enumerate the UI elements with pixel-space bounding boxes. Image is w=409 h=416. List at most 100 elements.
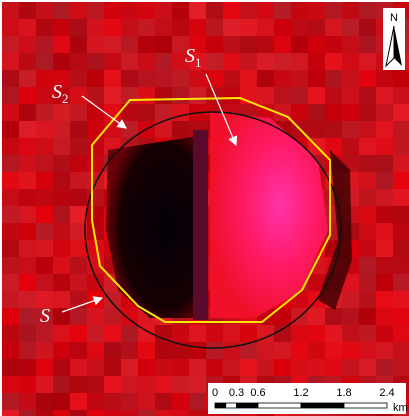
pixel [376,274,393,291]
pixel [376,325,393,342]
pixel [376,240,393,257]
pixel [393,274,409,291]
pixel [291,19,308,36]
pixel [19,2,36,19]
pixel [155,359,172,376]
pixel [393,308,409,325]
pixel [189,393,206,410]
pixel [274,53,291,70]
pixel [138,19,155,36]
pixel [172,393,189,410]
pixel [342,53,359,70]
pixel [19,291,36,308]
pixel [393,138,409,155]
pixel [359,70,376,87]
pixel [393,172,409,189]
pixel [2,359,19,376]
pixel [70,189,87,206]
pixel [2,325,19,342]
pixel [223,87,240,104]
pixel [291,53,308,70]
pixel [342,36,359,53]
map: S1 S2 S N 00.30.61.21.82.4km [0,0,409,416]
scale-segment [237,403,259,408]
north-label: N [390,12,398,24]
pixel [155,410,172,416]
pixel [274,87,291,104]
pixel [393,121,409,138]
pixel [2,36,19,53]
pixel [87,172,104,189]
pixel [70,257,87,274]
pixel [308,342,325,359]
pixel [19,19,36,36]
pixel [2,257,19,274]
pixel [2,308,19,325]
pixel [87,70,104,87]
pixel [19,104,36,121]
pixel [223,70,240,87]
pixel [121,70,138,87]
pixel [121,308,138,325]
pixel [138,393,155,410]
pixel [19,121,36,138]
pixel [393,240,409,257]
pixel [138,70,155,87]
pixel [70,206,87,223]
pixel [53,53,70,70]
pixel [87,155,104,172]
pixel [308,53,325,70]
pixel [206,325,223,342]
pixel [70,325,87,342]
pixel [325,359,342,376]
pixel [342,2,359,19]
pixel [53,274,70,291]
pixel [291,70,308,87]
pixel [53,36,70,53]
pixel [376,257,393,274]
pixel [70,359,87,376]
pixel [376,138,393,155]
pixel [172,87,189,104]
scale-tick-label: 1.2 [293,387,308,399]
pixel [121,342,138,359]
pixel [257,87,274,104]
pixel [155,70,172,87]
pixel [257,342,274,359]
pixel [359,206,376,223]
pixel [155,53,172,70]
pixel [376,155,393,172]
pixel [36,2,53,19]
pixel [2,104,19,121]
pixel [393,70,409,87]
pixel [2,121,19,138]
pixel [359,104,376,121]
pixel [342,104,359,121]
pixel [87,291,104,308]
pixel [121,359,138,376]
pixel [19,240,36,257]
scale-tick-label: 0.3 [229,387,244,399]
pixel [308,19,325,36]
pixel [359,138,376,155]
pixel [104,36,121,53]
pixel [87,36,104,53]
pixel [138,53,155,70]
pixel [70,393,87,410]
pixel [155,393,172,410]
pixel [308,308,325,325]
pixel [155,87,172,104]
pixel [325,70,342,87]
pixel [325,104,342,121]
pixel [2,155,19,172]
pixel [359,291,376,308]
pixel [206,359,223,376]
shadow-stripe [193,130,208,320]
pixel [138,359,155,376]
pixel [70,121,87,138]
pixel [36,155,53,172]
pixel [19,342,36,359]
pixel [189,70,206,87]
pixel [36,19,53,36]
pixel [19,359,36,376]
